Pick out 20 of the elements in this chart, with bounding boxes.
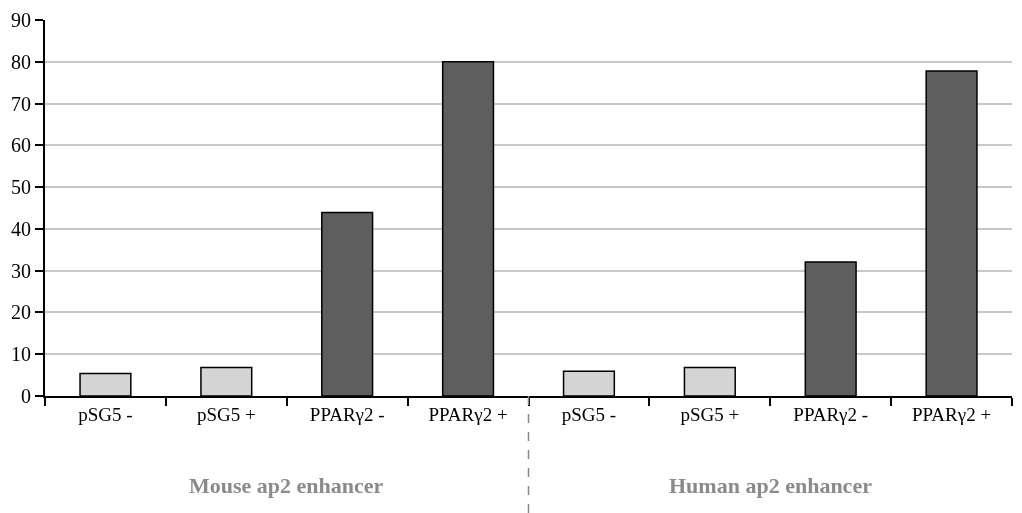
y-tick-label: 40: [11, 217, 31, 240]
x-tick-label: pSG5 +: [196, 403, 256, 425]
x-tick-label: PPARγ2 -: [309, 403, 385, 425]
y-tick-label: 20: [11, 301, 31, 324]
y-tick-label: 0: [21, 385, 31, 407]
y-tick-label: 90: [11, 9, 31, 31]
text: Human ap2 enhancer: [669, 473, 873, 498]
y-tick-label: 60: [11, 134, 31, 157]
x-tick-label: pSG5 -: [561, 403, 617, 425]
y-tick-label: 70: [11, 92, 31, 115]
y-tick-label: 80: [11, 50, 31, 73]
x-tick-label: PPARγ2 +: [428, 403, 508, 425]
y-tick-label: 50: [11, 176, 31, 199]
y-tick-label: 10: [11, 343, 31, 366]
x-tick-label: pSG5 +: [680, 403, 740, 425]
x-tick-label: pSG5 -: [78, 403, 133, 425]
x-tick-label: PPARγ2 +: [911, 403, 992, 425]
y-tick-label: 30: [11, 259, 31, 282]
text: Mouse ap2 enhancer: [189, 473, 384, 498]
x-tick-label: PPARγ2 -: [793, 403, 869, 425]
